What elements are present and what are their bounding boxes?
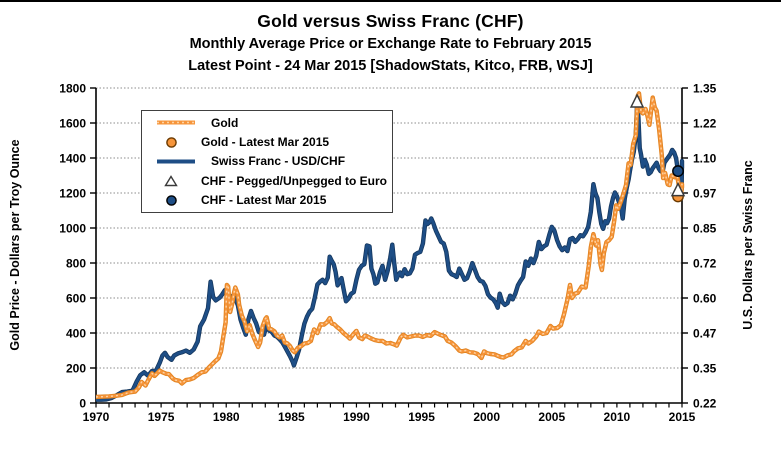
- x-axis-tick-label: 1990: [343, 410, 370, 424]
- gold-latest-swatch: [146, 136, 196, 149]
- legend-item-chf-peg: CHF - Pegged/Unpegged to Euro: [146, 171, 392, 190]
- chf-line-path: [96, 101, 684, 402]
- left-axis-title: Gold Price - Dollars per Troy Ounce: [8, 139, 22, 350]
- chf-pegged-point: [629, 93, 645, 108]
- left-axis-tick-label: 200: [66, 361, 86, 375]
- x-axis-tick-label: 1995: [408, 410, 435, 424]
- tick-labels: 0 0.22 200 0.35 400 0.47 600 0.60 800 0.72 1000 0.8…: [59, 81, 716, 424]
- left-axis-tick-label: 600: [66, 291, 86, 305]
- chart-header: Gold versus Swiss Franc (CHF) Monthly Av…: [0, 9, 781, 77]
- x-axis-tick-label: 2015: [669, 410, 696, 424]
- chart-title: Gold versus Swiss Franc (CHF): [257, 11, 524, 31]
- right-axis-tick-label: 1.10: [693, 151, 717, 165]
- legend: Gold Gold - Latest Mar 2015 Swiss Franc - …: [141, 110, 393, 213]
- gold-line-swatch: [146, 119, 206, 126]
- legend-label: CHF - Latest Mar 2015: [201, 193, 327, 208]
- legend-item-chf-latest: CHF - Latest Mar 2015: [146, 191, 392, 210]
- x-axis-tick-label: 1975: [148, 410, 175, 424]
- right-axis-tick-label: 0.47: [693, 326, 717, 340]
- right-axis-tick-label: 0.85: [693, 221, 717, 235]
- chf-unpegged-point: [670, 181, 686, 197]
- right-axis-tick-label: 0.22: [693, 396, 717, 410]
- left-axis-tick-label: 400: [66, 326, 86, 340]
- x-axis-tick-label: 2000: [473, 410, 500, 424]
- chf-line-swatch: [146, 158, 206, 165]
- chf-latest-swatch: [146, 194, 196, 207]
- legend-item-gold-line: Gold: [146, 113, 392, 132]
- x-axis-tick-label: 2005: [538, 410, 565, 424]
- legend-label: Swiss Franc - USD/CHF: [211, 154, 346, 169]
- right-axis-title: U.S. Dollars per Swiss Franc: [741, 160, 755, 330]
- axes: [90, 87, 688, 408]
- legend-item-chf-line: Swiss Franc - USD/CHF: [146, 152, 392, 171]
- left-axis-tick-label: 0: [79, 396, 86, 410]
- series-lines: [95, 91, 685, 402]
- left-axis-tick-label: 1800: [59, 81, 86, 95]
- left-axis-tick-label: 1400: [59, 151, 86, 165]
- top-border-rule: [0, 0, 781, 2]
- x-axis-tick-label: 1980: [213, 410, 240, 424]
- left-axis-tick-label: 800: [66, 256, 86, 270]
- legend-label: Gold: [211, 115, 239, 130]
- chart-subtitle-line2: Latest Point - 24 Mar 2015 [ShadowStats,…: [188, 58, 593, 74]
- right-axis-tick-label: 0.35: [693, 361, 717, 375]
- gold-line-path-pattern: [95, 92, 683, 398]
- right-axis-tick-label: 1.35: [693, 81, 717, 95]
- right-axis-tick-label: 0.60: [693, 291, 717, 305]
- right-axis-tick-label: 0.97: [693, 186, 717, 200]
- left-axis-tick-label: 1000: [59, 221, 86, 235]
- right-axis-tick-label: 1.22: [693, 116, 717, 130]
- chart-subtitle-line1: Monthly Average Price or Exchange Rate t…: [189, 36, 592, 52]
- event-markers: [629, 93, 686, 203]
- right-axis-tick-label: 0.72: [693, 256, 717, 270]
- legend-label: Gold - Latest Mar 2015: [201, 135, 330, 150]
- legend-label: CHF - Pegged/Unpegged to Euro: [201, 173, 387, 188]
- legend-item-gold-latest: Gold - Latest Mar 2015: [146, 132, 392, 151]
- left-axis-tick-label: 1600: [59, 116, 86, 130]
- x-axis-tick-label: 1985: [278, 410, 305, 424]
- chf-peg-swatch: [146, 175, 196, 187]
- left-axis-tick-label: 1200: [59, 186, 86, 200]
- x-axis-tick-label: 1970: [83, 410, 110, 424]
- x-axis-tick-label: 2010: [604, 410, 631, 424]
- chf-latest-point: [672, 165, 684, 177]
